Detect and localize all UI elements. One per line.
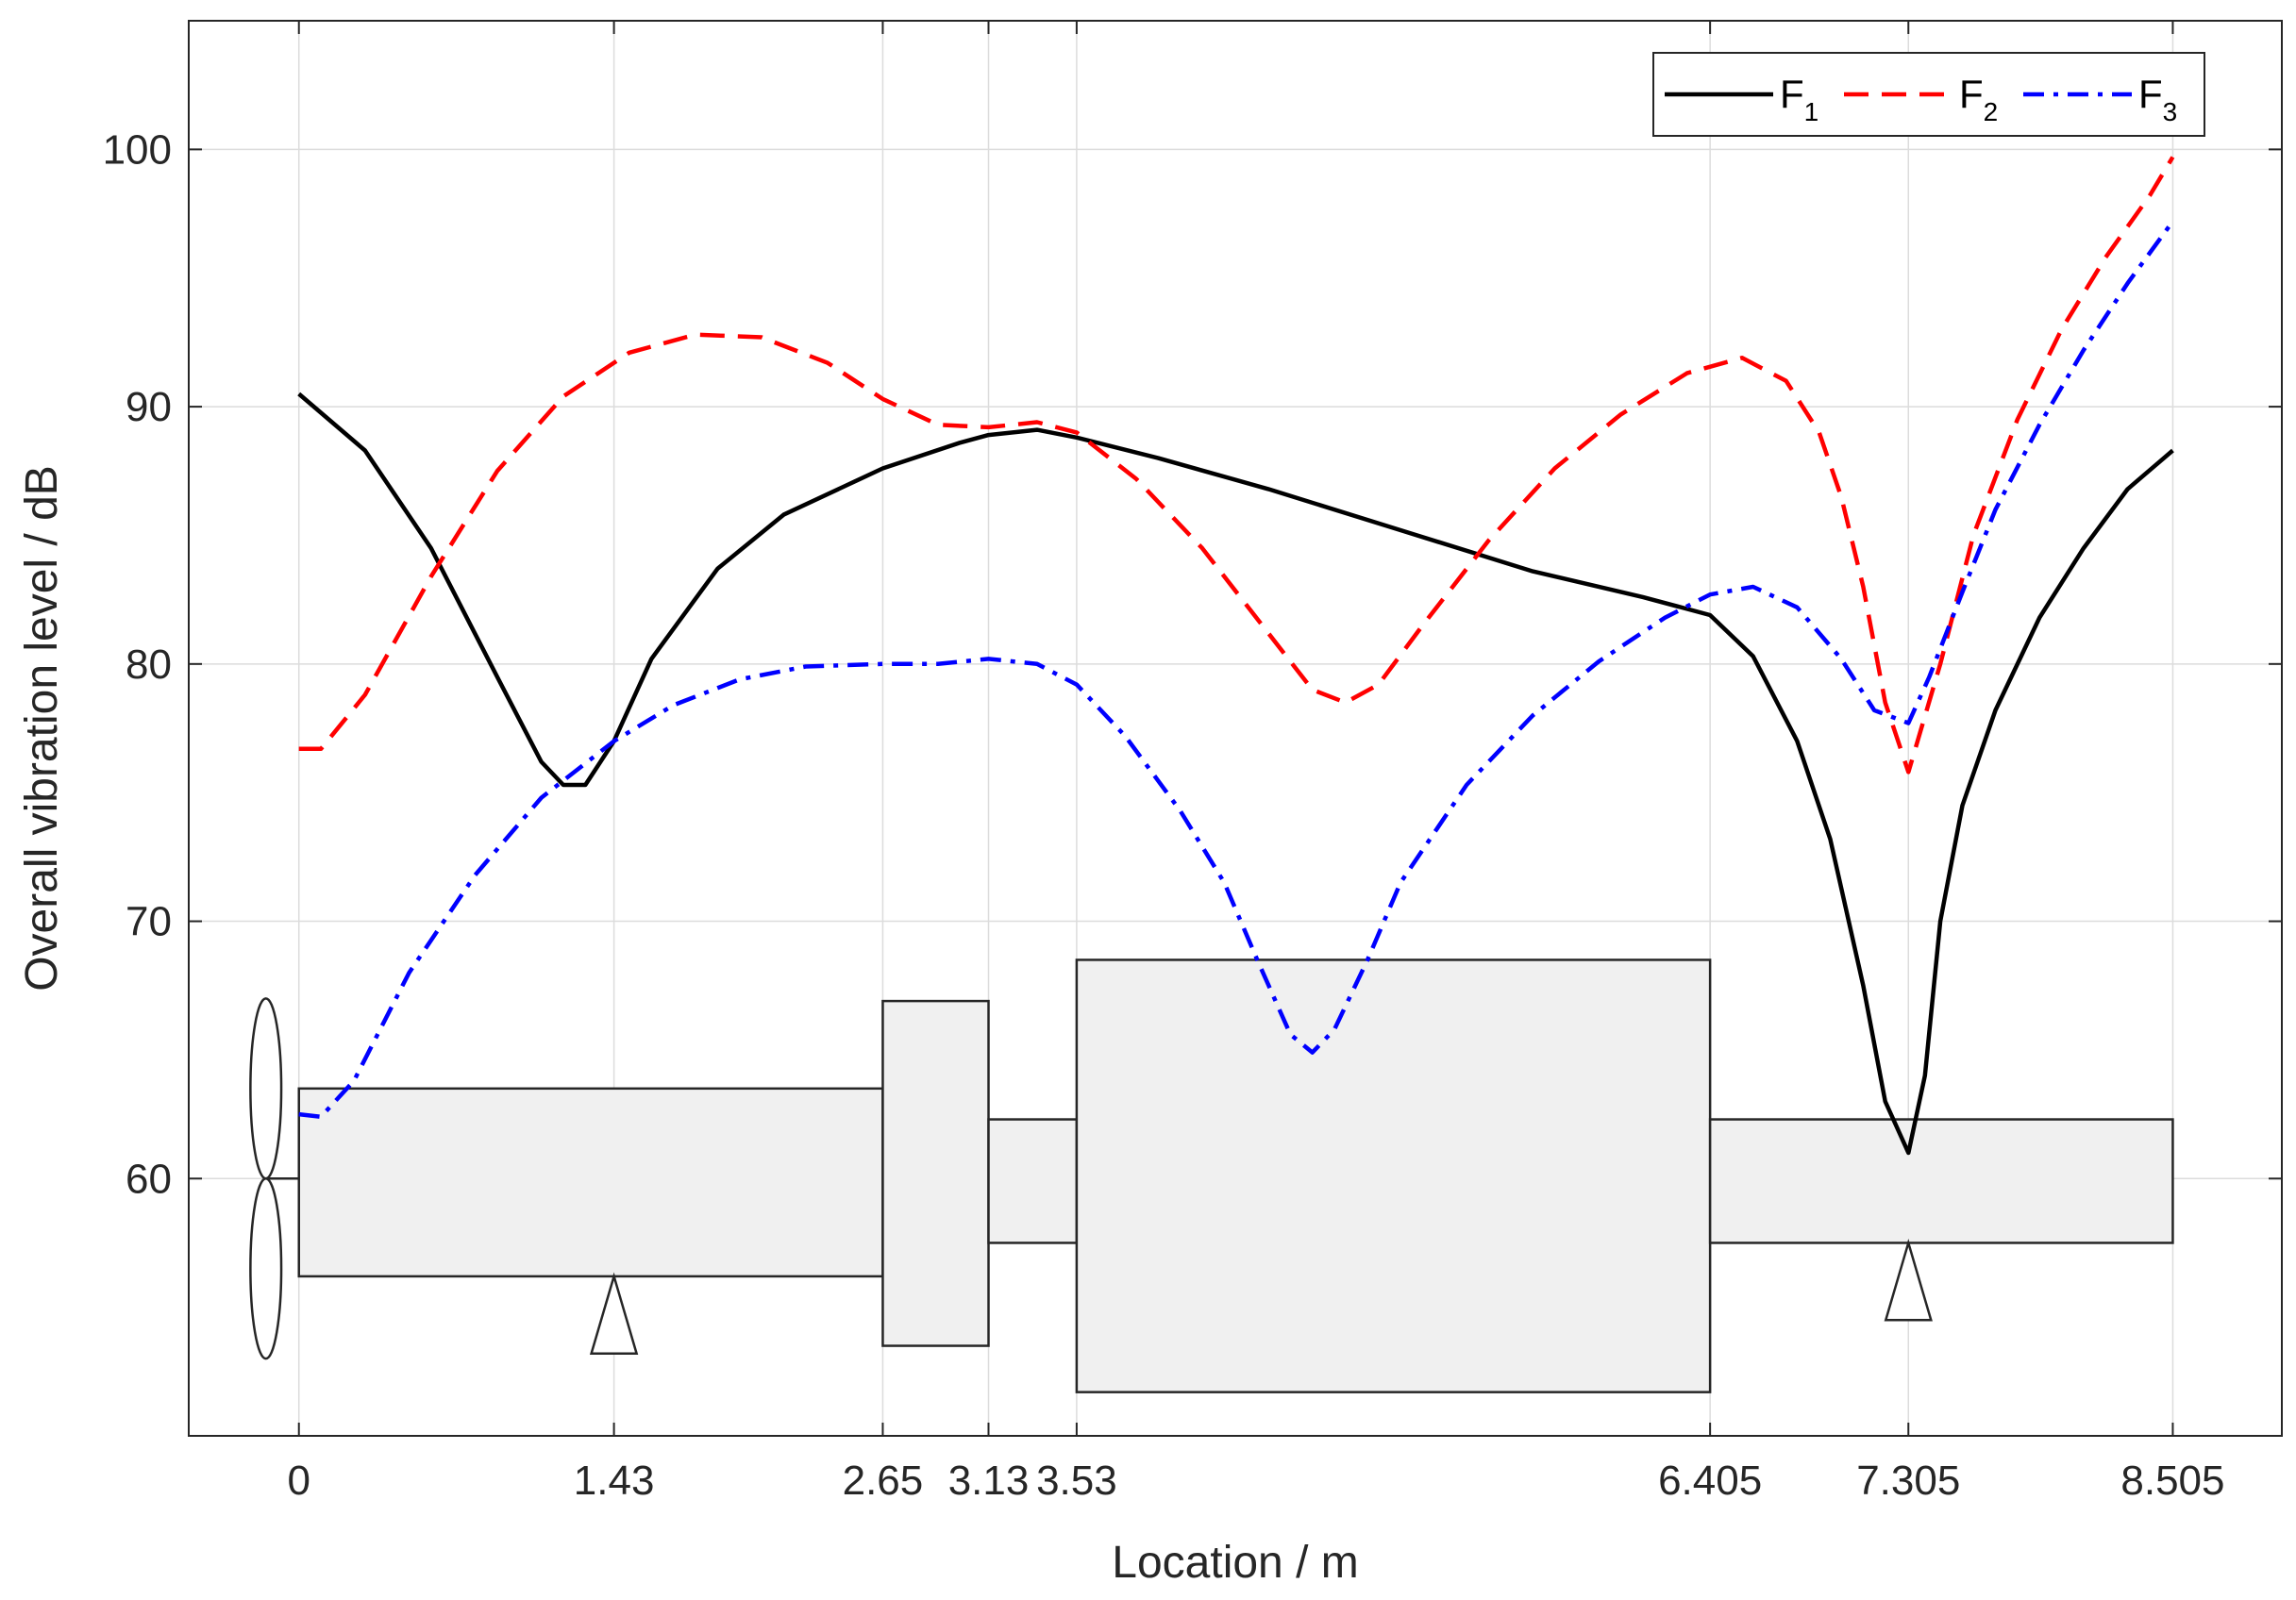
legend-label-main: F [1780, 72, 1804, 116]
legend-label-subscript: 2 [1984, 97, 1999, 126]
bearing-support [589, 1272, 639, 1355]
shaft-section [1075, 958, 1712, 1393]
legend-label-1: F1 [1780, 72, 1818, 126]
x-tick-label: 7.305 [1856, 1458, 1960, 1504]
x-axis-label: Location / m [1112, 1538, 1358, 1588]
x-tick-label: 0 [287, 1458, 310, 1504]
x-tick-label: 3.13 [948, 1458, 1030, 1504]
propeller-blade-upper [249, 997, 283, 1180]
y-axis-label: Overall vibration level / dB [17, 465, 67, 992]
legend-label-main: F [2138, 72, 2163, 116]
y-tick-label: 100 [103, 126, 172, 173]
legend-label-subscript: 1 [1804, 97, 1819, 126]
series-line-2 [298, 156, 2175, 775]
y-axis-ticks: 60 70 80 90 100 [103, 126, 2282, 1202]
x-tick-label: 6.405 [1658, 1458, 1762, 1504]
shaft-section [987, 1118, 1079, 1244]
y-tick-label: 60 [126, 1156, 172, 1202]
series-lines [297, 156, 2175, 1156]
y-tick-label: 80 [126, 642, 172, 688]
shaft-section [1708, 1118, 2174, 1244]
plot-frame [188, 20, 2283, 1437]
shaft-section [297, 1087, 884, 1278]
shaft-schematic [249, 958, 2174, 1393]
legend-label-2: F2 [1959, 72, 1998, 126]
legend-label-subscript: 3 [2163, 97, 2178, 126]
series-line-1 [297, 392, 2174, 1156]
legend-label-main: F [1959, 72, 1984, 116]
x-tick-label: 2.65 [843, 1458, 924, 1504]
legend-label-3: F3 [2138, 72, 2177, 126]
x-axis-ticks: 0 1.43 2.65 3.13 3.53 6.405 7.305 8.505 [287, 21, 2224, 1504]
series-line-3 [298, 220, 2175, 1120]
x-tick-label: 8.505 [2120, 1458, 2224, 1504]
y-tick-label: 70 [126, 899, 172, 945]
shaft-section [881, 999, 990, 1347]
x-tick-label: 3.53 [1036, 1458, 1117, 1504]
bearing-support [1884, 1239, 1933, 1322]
propeller-blade-lower [249, 1177, 283, 1360]
x-tick-label: 1.43 [574, 1458, 655, 1504]
y-tick-label: 90 [126, 384, 172, 430]
legend: F1 F2 F3 [1652, 52, 2205, 137]
